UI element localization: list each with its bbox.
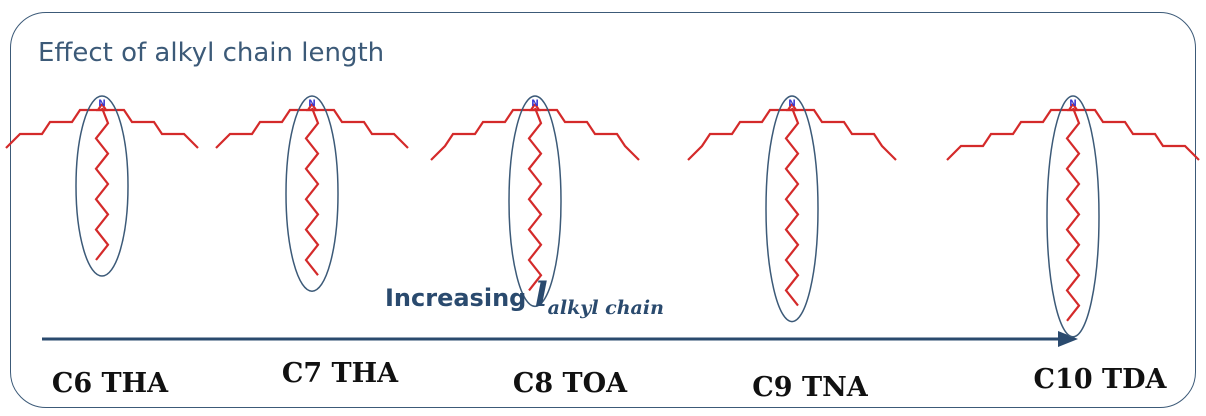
molecule-1-nitrogen-label: N <box>98 99 106 109</box>
compound-label-5: C10 TDA <box>1033 364 1167 395</box>
molecule-3-chain <box>527 107 543 292</box>
molecule-4-nitrogen-label: N <box>788 99 796 109</box>
molecule-4-right-arm <box>785 103 897 161</box>
compound-label-3: C8 TOA <box>512 368 628 399</box>
axis-arrow-head <box>1058 331 1078 347</box>
axis-label-prefix: Increasing <box>385 284 535 312</box>
molecule-2-left-arm <box>215 103 319 149</box>
compound-label-4: C9 TNA <box>752 372 868 403</box>
diagram-frame <box>10 12 1196 408</box>
axis-label-subscript: alkyl chain <box>547 297 664 319</box>
molecule-3-ellipse <box>508 95 562 308</box>
molecule-5-nitrogen-label: N <box>1069 99 1077 109</box>
molecule-1-ellipse <box>75 95 129 277</box>
molecule-4-chain <box>784 107 800 307</box>
molecule-3-left-arm <box>430 103 542 161</box>
molecule-1-chain <box>94 107 110 261</box>
compound-label-2: C7 THA <box>281 358 399 389</box>
molecule-2-nitrogen-label: N <box>308 99 316 109</box>
molecule-5-left-arm <box>946 103 1080 161</box>
axis-label: Increasing lalkyl chain <box>385 275 664 319</box>
molecule-2-right-arm <box>305 103 409 149</box>
molecule-5-right-arm <box>1066 103 1200 161</box>
molecule-2-chain <box>304 107 320 276</box>
molecule-1-right-arm <box>95 103 199 149</box>
molecule-4-ellipse <box>765 95 819 323</box>
molecule-2-ellipse <box>285 95 339 292</box>
diagram-title: Effect of alkyl chain length <box>38 38 385 68</box>
molecule-3-nitrogen-label: N <box>531 99 539 109</box>
molecule-4-left-arm <box>687 103 799 161</box>
molecule-3-right-arm <box>528 103 640 161</box>
molecule-5-chain <box>1065 107 1081 322</box>
compound-label-1: C6 THA <box>51 368 169 399</box>
molecule-1-left-arm <box>5 103 109 149</box>
molecule-5-ellipse <box>1046 95 1100 338</box>
axis-label-symbol: l <box>534 275 548 315</box>
